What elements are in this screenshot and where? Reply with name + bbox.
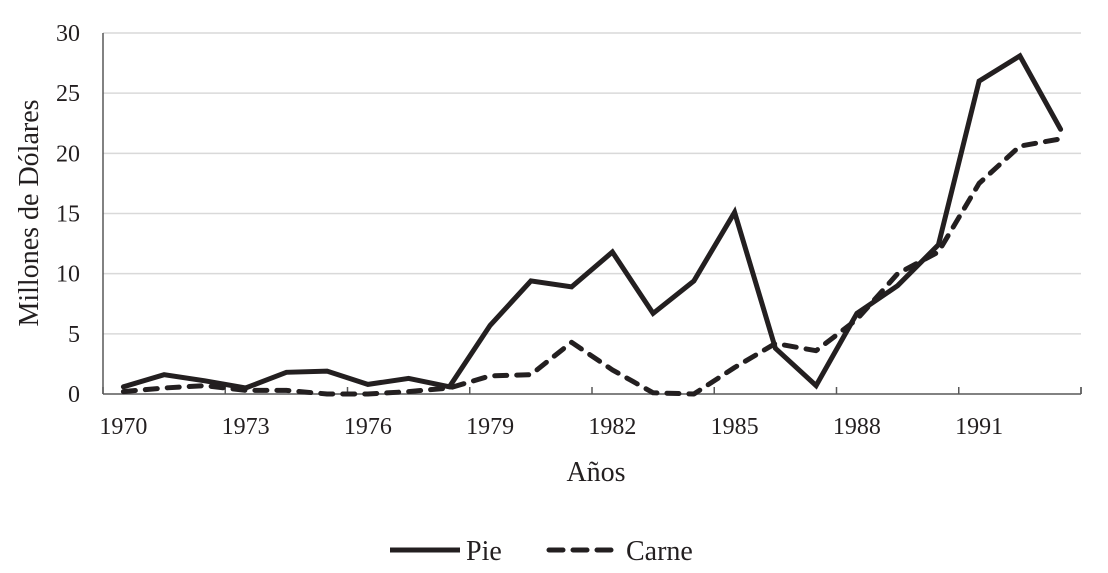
y-tick-label: 20 [56, 141, 80, 167]
x-tick-label: 1991 [955, 414, 1003, 440]
x-tick-labels: 1970 1973 1976 1979 1982 1985 1988 1991 [99, 414, 1003, 440]
series-line-carne [120, 136, 1064, 397]
y-tick-label: 15 [56, 202, 80, 228]
x-tick-label: 1976 [344, 414, 392, 440]
legend-item-pie: Pie [390, 536, 502, 567]
x-tick-label: 1985 [711, 414, 759, 440]
legend-label: Pie [466, 536, 502, 567]
series-line-pie [120, 52, 1064, 391]
axes [102, 33, 1082, 395]
gridlines [103, 32, 1081, 335]
y-axis-title: Millones de Dólares [14, 99, 45, 326]
y-tick-label: 5 [68, 322, 80, 348]
y-tick-label: 0 [68, 382, 80, 408]
y-tick-label: 30 [56, 21, 80, 47]
legend-item-carne: Carne [546, 536, 693, 567]
x-tick-label: 1970 [99, 414, 147, 440]
x-tick-label: 1973 [222, 414, 270, 440]
legend-label: Carne [626, 536, 693, 567]
data-series [120, 52, 1064, 397]
y-tick-label: 25 [56, 81, 80, 107]
x-axis-title: Años [566, 457, 625, 488]
x-tick-label: 1988 [833, 414, 881, 440]
y-tick-label: 10 [56, 262, 80, 288]
x-tick-label: 1979 [466, 414, 514, 440]
y-tick-labels: 0 5 10 15 20 25 30 [56, 21, 80, 408]
legend: Pie Carne [390, 536, 693, 567]
x-tick-label: 1982 [588, 414, 636, 440]
